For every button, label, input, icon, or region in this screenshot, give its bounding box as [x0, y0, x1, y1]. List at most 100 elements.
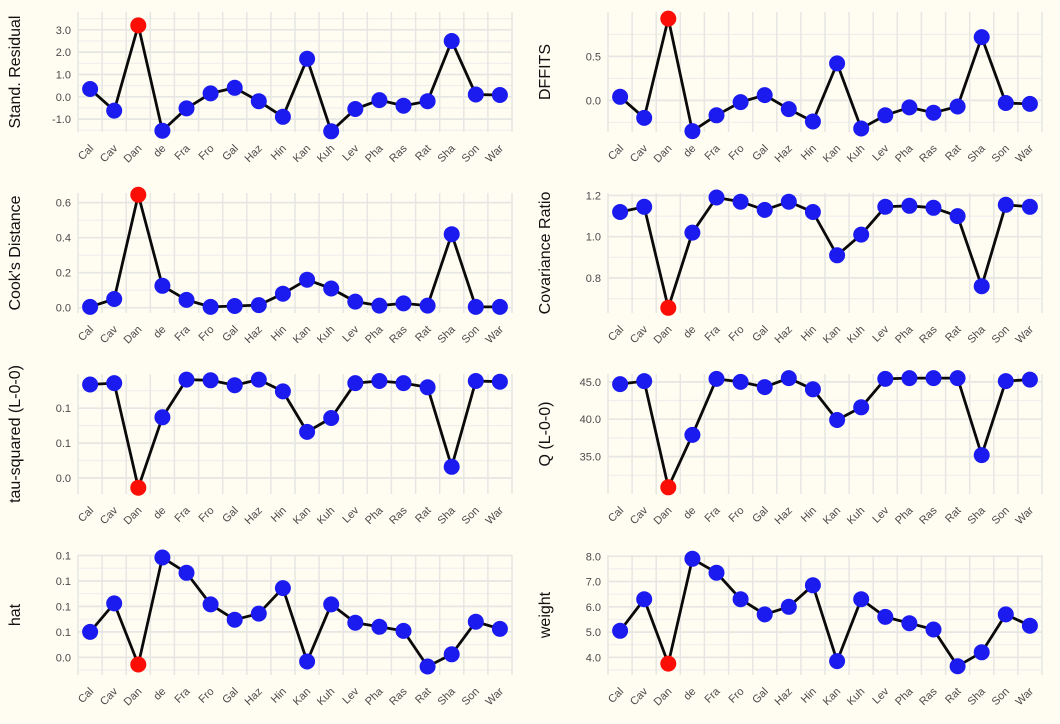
svg-text:Cal: Cal — [606, 324, 626, 344]
svg-text:Lev: Lev — [870, 323, 891, 344]
svg-text:2.0: 2.0 — [56, 47, 71, 59]
svg-text:Gal: Gal — [750, 324, 771, 345]
svg-text:Cav: Cav — [98, 685, 121, 708]
svg-text:Fra: Fra — [702, 142, 723, 163]
svg-text:Sha: Sha — [965, 504, 988, 527]
svg-text:Son: Son — [460, 324, 482, 346]
svg-text:Rat: Rat — [413, 324, 434, 345]
svg-text:Kan: Kan — [291, 505, 313, 527]
svg-text:Kan: Kan — [291, 686, 313, 708]
svg-text:Fro: Fro — [197, 686, 217, 706]
svg-text:Fro: Fro — [727, 686, 747, 706]
svg-text:Ras: Ras — [917, 685, 940, 708]
svg-text:Pha: Pha — [363, 685, 386, 708]
svg-text:Covariance Ratio: Covariance Ratio — [537, 192, 554, 315]
svg-text:de: de — [151, 324, 168, 341]
svg-text:6.0: 6.0 — [586, 602, 601, 614]
svg-text:0.1: 0.1 — [56, 551, 71, 563]
svg-text:Dan: Dan — [122, 505, 145, 528]
svg-text:Fra: Fra — [702, 323, 723, 344]
svg-text:Son: Son — [990, 324, 1012, 346]
svg-text:Kuh: Kuh — [315, 324, 337, 346]
svg-text:1.0: 1.0 — [56, 70, 71, 82]
svg-text:Ras: Ras — [387, 685, 410, 708]
svg-text:Fra: Fra — [172, 323, 193, 344]
svg-text:Son: Son — [990, 143, 1012, 165]
svg-text:Cav: Cav — [628, 504, 651, 527]
svg-text:War: War — [1014, 685, 1037, 708]
svg-text:Gal: Gal — [220, 505, 241, 526]
svg-text:Cal: Cal — [606, 686, 626, 706]
cell-stand-residual: -1.0 0.0 1.0 2.0 3.0 Cal Cav Dan de Fra Fro Gal Haz H… — [0, 0, 530, 181]
svg-text:40.0: 40.0 — [580, 414, 601, 426]
svg-text:Kuh: Kuh — [845, 686, 867, 708]
svg-text:Pha: Pha — [363, 323, 386, 346]
svg-text:Cav: Cav — [98, 323, 121, 346]
svg-text:8.0: 8.0 — [586, 551, 601, 563]
svg-text:Pha: Pha — [893, 504, 916, 527]
svg-text:War: War — [1014, 142, 1037, 165]
cell-hat: 0.0 0.1 0.1 0.1 0.1 Cal Cav Dan de Fra Fro Gal Haz Hi… — [0, 543, 530, 724]
svg-text:0.6: 0.6 — [56, 198, 71, 210]
svg-text:Rat: Rat — [413, 143, 434, 164]
svg-text:Pha: Pha — [363, 142, 386, 165]
svg-text:45.0: 45.0 — [580, 377, 601, 389]
svg-text:War: War — [484, 685, 507, 708]
panel-hat-chart: 0.0 0.1 0.1 0.1 0.1 Cal Cav Dan de Fra Fro Gal Haz Hi… — [7, 549, 513, 708]
svg-text:Kan: Kan — [291, 324, 313, 346]
svg-text:Hin: Hin — [799, 143, 819, 163]
svg-text:Fro: Fro — [197, 505, 217, 525]
svg-text:de: de — [151, 686, 168, 703]
svg-text:35.0: 35.0 — [580, 452, 601, 464]
svg-text:hat: hat — [7, 603, 24, 626]
svg-text:Fra: Fra — [702, 685, 723, 706]
svg-text:Kan: Kan — [821, 505, 843, 527]
svg-text:0.1: 0.1 — [56, 403, 71, 415]
svg-text:Gal: Gal — [750, 686, 771, 707]
panel-weight-chart: 4.0 5.0 6.0 7.0 8.0 Cal Cav Dan de Fra Fro Gal Haz Hi… — [537, 550, 1043, 708]
svg-text:Fro: Fro — [197, 324, 217, 344]
svg-text:Q (L-0-0): Q (L-0-0) — [537, 402, 554, 467]
svg-text:War: War — [1014, 504, 1037, 527]
svg-text:0.0: 0.0 — [586, 95, 601, 107]
svg-text:Kuh: Kuh — [315, 143, 337, 165]
svg-text:Hin: Hin — [799, 324, 819, 344]
panel-stand-residual-chart: -1.0 0.0 1.0 2.0 3.0 Cal Cav Dan de Fra Fro Gal Haz H… — [7, 12, 513, 165]
cell-covariance-ratio: 0.8 1.0 1.2 Cal Cav Dan de Fra Fro Gal Haz Hin Kan Ku… — [530, 181, 1060, 362]
svg-text:Ras: Ras — [387, 323, 410, 346]
svg-text:Haz: Haz — [773, 686, 795, 708]
svg-text:Rat: Rat — [943, 324, 964, 345]
svg-text:Fro: Fro — [727, 505, 747, 525]
svg-text:Fra: Fra — [172, 685, 193, 706]
svg-text:Haz: Haz — [243, 686, 265, 708]
svg-text:Ras: Ras — [917, 504, 940, 527]
svg-text:Pha: Pha — [893, 685, 916, 708]
svg-text:Ras: Ras — [387, 142, 410, 165]
svg-text:Gal: Gal — [220, 143, 241, 164]
svg-text:Kuh: Kuh — [845, 505, 867, 527]
svg-text:Rat: Rat — [413, 505, 434, 526]
svg-text:de: de — [151, 143, 168, 160]
svg-text:Ras: Ras — [917, 323, 940, 346]
svg-text:Kuh: Kuh — [315, 686, 337, 708]
svg-text:Kan: Kan — [291, 143, 313, 165]
svg-text:Pha: Pha — [363, 504, 386, 527]
svg-text:0.0: 0.0 — [56, 303, 71, 315]
svg-text:Sha: Sha — [435, 504, 458, 527]
svg-text:Fra: Fra — [172, 504, 193, 525]
svg-text:Hin: Hin — [269, 324, 289, 344]
svg-text:Lev: Lev — [340, 142, 361, 163]
svg-text:Cal: Cal — [76, 686, 96, 706]
panel-dffits-chart: 0.0 0.5 Cal Cav Dan de Fra Fro Gal Haz Hin Kan Kuh Le… — [537, 10, 1043, 165]
svg-text:War: War — [1014, 323, 1037, 346]
svg-text:Stand. Residual: Stand. Residual — [7, 16, 24, 129]
svg-text:0.1: 0.1 — [56, 438, 71, 450]
svg-text:Haz: Haz — [243, 505, 265, 527]
svg-text:Hin: Hin — [269, 143, 289, 163]
svg-text:Gal: Gal — [220, 324, 241, 345]
svg-text:Hin: Hin — [799, 505, 819, 525]
svg-text:Lev: Lev — [340, 323, 361, 344]
svg-text:Rat: Rat — [413, 686, 434, 707]
svg-text:War: War — [484, 142, 507, 165]
svg-text:Sha: Sha — [435, 142, 458, 165]
